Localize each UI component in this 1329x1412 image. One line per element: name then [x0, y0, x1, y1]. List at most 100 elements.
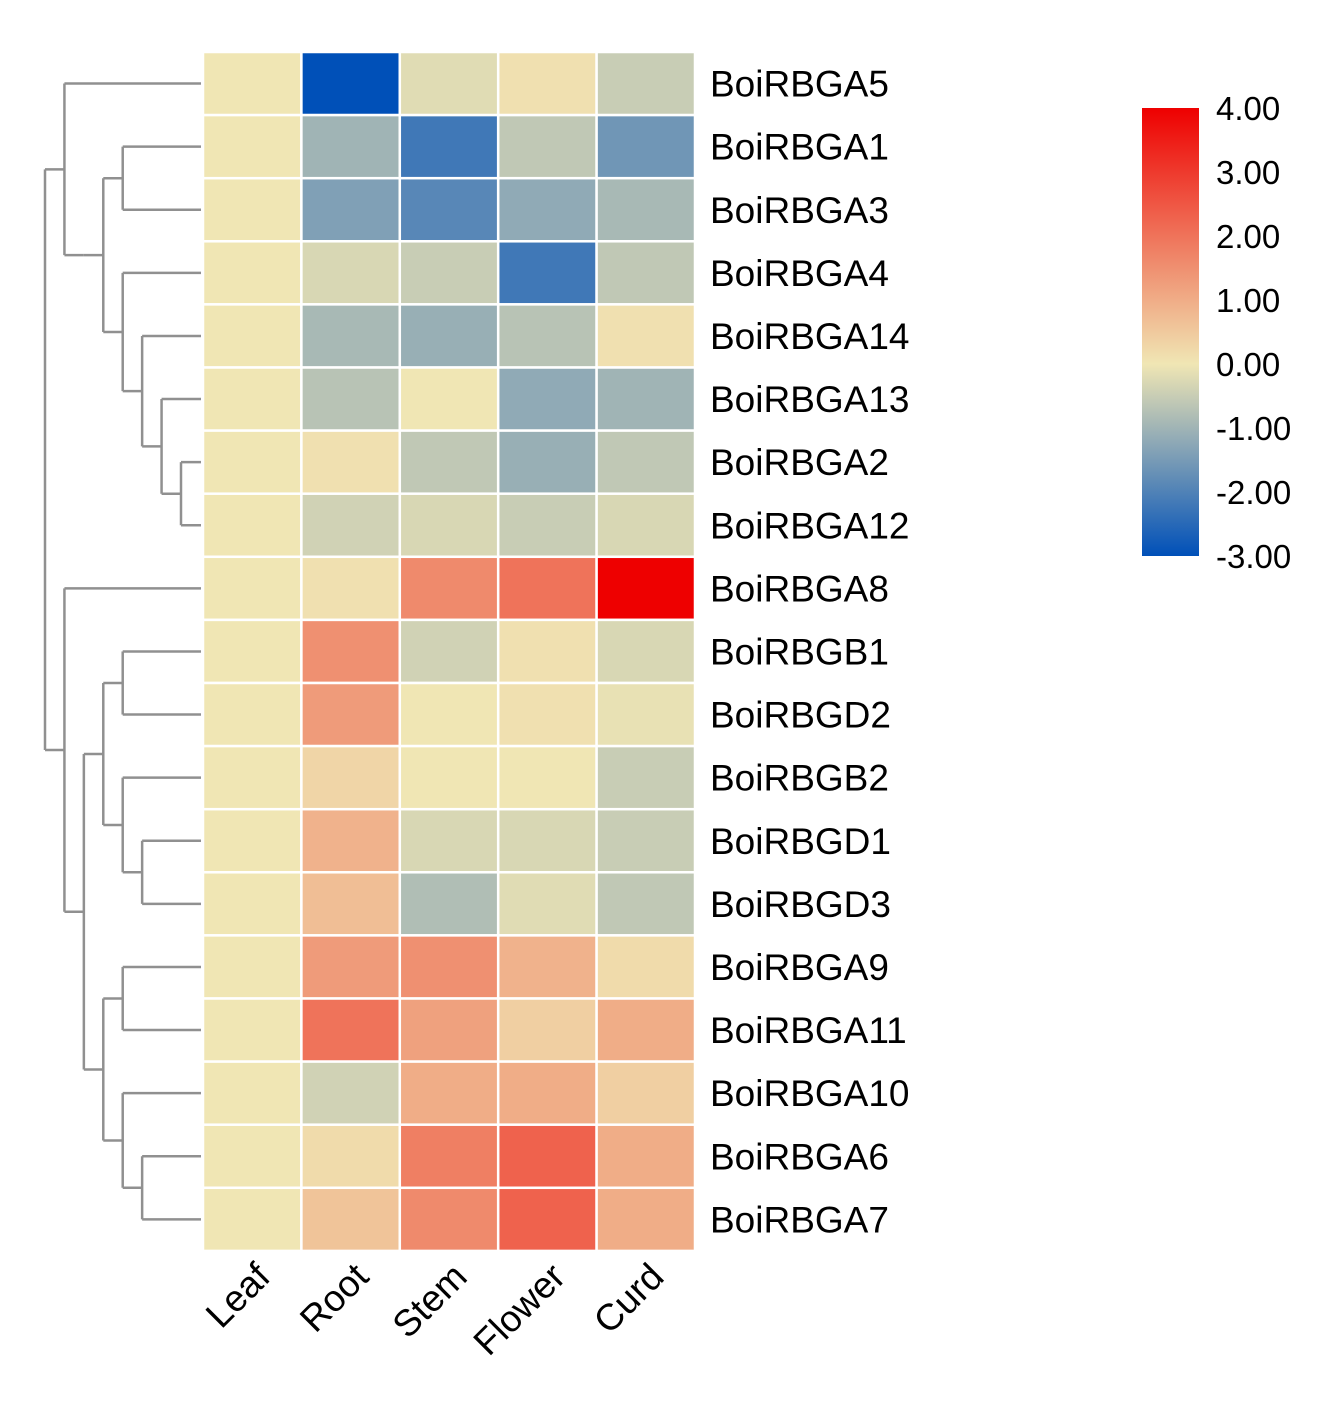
row-label: BoiRBGA6 [710, 1136, 889, 1177]
heatmap-cell [595, 50, 697, 117]
heatmap-cell [201, 807, 303, 874]
heatmap-cell [496, 618, 598, 685]
heatmap-cell [496, 1060, 598, 1126]
heatmap-cell [496, 934, 598, 1000]
row-label: BoiRBGA8 [710, 568, 889, 609]
heatmap-cell [398, 492, 500, 559]
heatmap-cell [300, 871, 402, 937]
heatmap-cell [595, 366, 697, 432]
heatmap-cell [201, 429, 303, 495]
heatmap-cell [595, 807, 697, 874]
row-label: BoiRBGD2 [710, 695, 891, 736]
heatmap-cell [595, 176, 697, 243]
row-label: BoiRBGA13 [710, 379, 910, 420]
heatmap-cell [398, 429, 500, 495]
heatmap-cell [398, 1123, 500, 1190]
color-legend-tick: 4.00 [1216, 90, 1280, 127]
heatmap-cell [496, 176, 598, 243]
row-label: BoiRBGB2 [710, 758, 889, 799]
heatmap-cell [496, 744, 598, 811]
heatmap-cell [398, 744, 500, 811]
heatmap-cell [398, 1186, 500, 1253]
heatmap-cell [496, 555, 598, 622]
heatmap-cell [398, 366, 500, 432]
color-legend-tick: -1.00 [1216, 410, 1291, 447]
heatmap-cell [595, 1060, 697, 1126]
heatmap-cell [496, 240, 598, 306]
heatmap-cell [300, 240, 402, 306]
heatmap-cell [496, 997, 598, 1063]
heatmap-cell [201, 1186, 303, 1253]
heatmap-cell [201, 555, 303, 622]
heatmap-cell [300, 744, 402, 811]
row-label: BoiRBGA3 [710, 190, 889, 231]
row-label: BoiRBGA1 [710, 127, 889, 168]
heatmap-cell [300, 1060, 402, 1126]
heatmap-cell [201, 744, 303, 811]
column-label: Flower [466, 1256, 574, 1364]
heatmap-cell [201, 1123, 303, 1190]
heatmap-cell [201, 113, 303, 180]
color-legend-tick: -3.00 [1216, 538, 1291, 575]
heatmap-cell [595, 555, 697, 622]
heatmap-cell [201, 303, 303, 369]
heatmap-cell [595, 934, 697, 1000]
heatmap-cell [595, 492, 697, 559]
color-legend-tick: 2.00 [1216, 218, 1280, 255]
heatmap-cell [496, 1186, 598, 1253]
heatmap-cell [300, 366, 402, 432]
heatmap-cell [201, 997, 303, 1063]
heatmap-cell [300, 50, 402, 117]
heatmap-cell [300, 681, 402, 748]
heatmap-cell [496, 303, 598, 369]
heatmap-cell [595, 303, 697, 369]
column-label: Root [292, 1255, 377, 1340]
heatmap-cell [398, 555, 500, 622]
row-label: BoiRBGA9 [710, 947, 889, 988]
heatmap-cell [300, 807, 402, 874]
heatmap-cell [201, 1060, 303, 1126]
heatmap-cell [496, 681, 598, 748]
row-label: BoiRBGD1 [710, 821, 891, 862]
color-legend-tick: 1.00 [1216, 282, 1280, 319]
heatmap-cell [496, 807, 598, 874]
heatmap-cell [398, 1060, 500, 1126]
heatmap-cell [496, 50, 598, 117]
heatmap-cell [201, 240, 303, 306]
heatmap-cell [595, 744, 697, 811]
heatmap-cell [300, 934, 402, 1000]
heatmap-cell [398, 303, 500, 369]
heatmap-cell [496, 366, 598, 432]
heatmap-cells [201, 50, 697, 1253]
heatmap-cell [496, 113, 598, 180]
heatmap-cell [595, 997, 697, 1063]
heatmap-cell [300, 492, 402, 559]
heatmap-cell [398, 113, 500, 180]
column-label: Curd [586, 1256, 672, 1342]
row-label: BoiRBGA14 [710, 316, 910, 357]
heatmap-cell [496, 492, 598, 559]
heatmap-cell [201, 934, 303, 1000]
heatmap-cell [398, 618, 500, 685]
row-label: BoiRBGA11 [710, 1010, 907, 1051]
heatmap-cell [595, 681, 697, 748]
heatmap-cell [300, 176, 402, 243]
heatmap-cell [300, 303, 402, 369]
heatmap-cell [398, 681, 500, 748]
row-label: BoiRBGA5 [710, 64, 889, 105]
heatmap-cell [201, 681, 303, 748]
heatmap-cell [398, 807, 500, 874]
heatmap-cell [300, 113, 402, 180]
heatmap-cell [201, 618, 303, 685]
heatmap-cell [201, 50, 303, 117]
color-legend-tick: -2.00 [1216, 474, 1291, 511]
row-label: BoiRBGA12 [710, 505, 910, 546]
color-legend-bar [1142, 108, 1199, 556]
row-label: BoiRBGA2 [710, 442, 889, 483]
row-label: BoiRBGA10 [710, 1073, 910, 1114]
heatmap-cell [398, 176, 500, 243]
row-label: BoiRBGA7 [710, 1199, 889, 1240]
heatmap-cell [300, 429, 402, 495]
heatmap-cell [595, 240, 697, 306]
